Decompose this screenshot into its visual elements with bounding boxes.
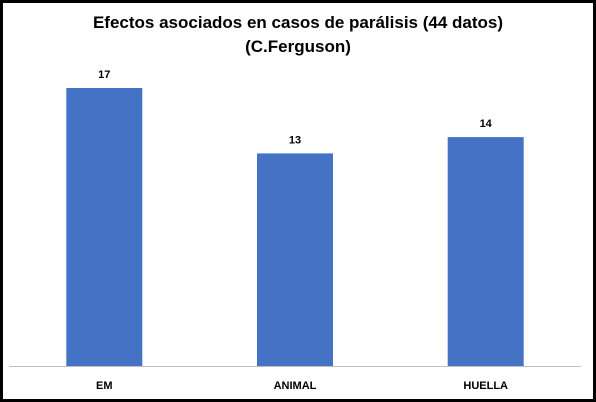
chart-subtitle: (C.Ferguson) xyxy=(245,37,351,56)
chart-area: Efectos asociados en casos de parálisis … xyxy=(3,3,593,399)
bar-huella xyxy=(447,137,524,366)
chart-title-block: Efectos asociados en casos de parálisis … xyxy=(3,11,593,59)
chart-title: Efectos asociados en casos de parálisis … xyxy=(92,13,504,32)
x-tick-label-huella: HUELLA xyxy=(463,380,508,392)
bar-em xyxy=(66,88,143,366)
bar-animal xyxy=(257,153,333,366)
data-label-huella: 14 xyxy=(480,118,493,130)
data-label-animal: 13 xyxy=(289,134,301,146)
data-label-em: 17 xyxy=(98,69,110,81)
bar-chart-plot: 17 EM 13 ANIMAL 14 HUELLA xyxy=(9,69,581,392)
x-tick-label-animal: ANIMAL xyxy=(274,380,317,392)
x-tick-label-em: EM xyxy=(96,380,113,392)
